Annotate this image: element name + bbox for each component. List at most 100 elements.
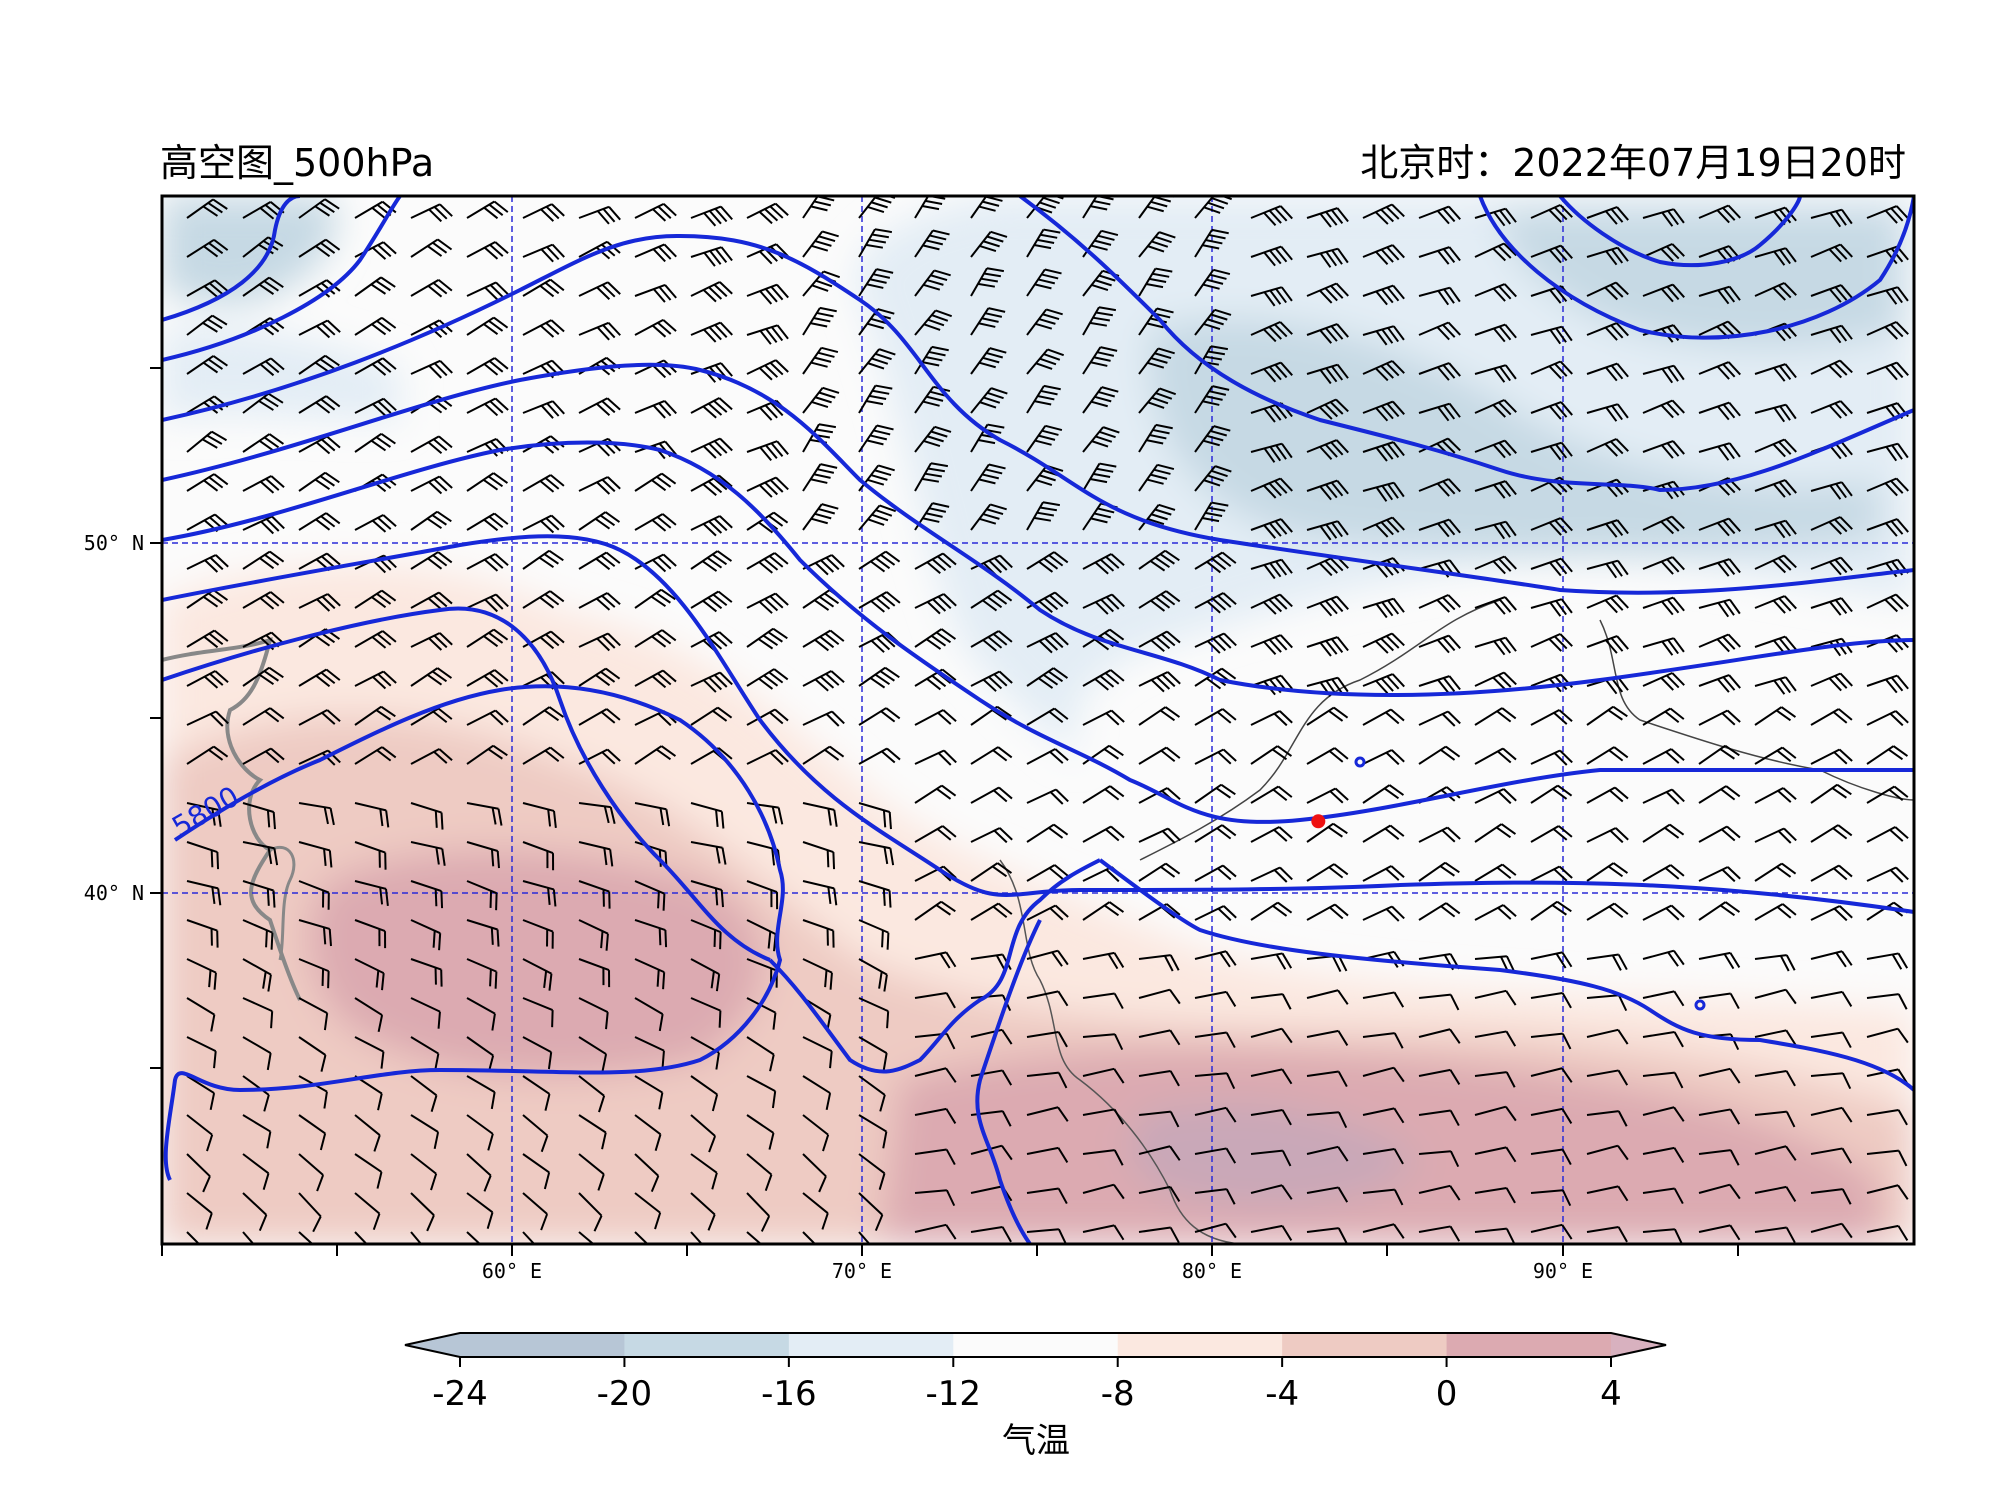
wind-barb: [466, 397, 509, 417]
wind-barb: [298, 198, 340, 219]
wind-barb: [634, 919, 668, 948]
wind-barb: [634, 997, 664, 1032]
wind-barb: [1026, 308, 1063, 336]
wind-barb: [858, 228, 893, 258]
wind-barb: [354, 241, 397, 260]
wind-barb: [186, 355, 228, 375]
wind-barb: [1418, 634, 1461, 654]
wind-barb: [1866, 745, 1909, 765]
wind-barb: [858, 841, 895, 866]
wind-barb: [914, 345, 949, 375]
wind-barb: [1138, 1226, 1180, 1244]
wind-barb: [354, 670, 397, 690]
wind-barb: [298, 749, 341, 766]
wind-barb: [1306, 247, 1349, 268]
wind-barb: [1810, 1188, 1852, 1205]
wind-barb: [1362, 597, 1405, 619]
wind-barb: [522, 958, 553, 991]
wind-barb: [690, 706, 733, 726]
wind-barb: [858, 1231, 881, 1244]
wind-barb: [1530, 401, 1573, 420]
wind-barb: [1810, 481, 1853, 500]
wind-barb: [410, 707, 453, 726]
wind-barb: [242, 357, 285, 377]
wind-barb: [1250, 205, 1293, 227]
wind-barb: [1138, 1110, 1180, 1128]
colorbar-tick-label: -20: [597, 1374, 653, 1414]
wind-barb: [1586, 862, 1629, 882]
y-ticks: [150, 367, 162, 1069]
wind-barb: [914, 628, 957, 650]
colorbar-segment: [1282, 1333, 1448, 1357]
wind-barb: [1306, 207, 1349, 228]
wind-barb: [1362, 991, 1405, 1008]
wind-barb: [858, 707, 901, 726]
wind-barb: [1754, 676, 1797, 695]
wind-barb: [858, 958, 888, 992]
wind-barb: [466, 1075, 496, 1110]
wind-barb: [242, 919, 274, 950]
wind-barb: [1026, 268, 1062, 297]
wind-barb: [1530, 204, 1573, 223]
wind-barb: [1026, 788, 1069, 805]
wind-barb: [578, 919, 609, 951]
wind-barb: [1082, 553, 1125, 575]
wind-barb: [1642, 904, 1685, 921]
wind-barb: [466, 593, 509, 613]
wind-barb: [1810, 1106, 1853, 1123]
wind-barb: [1530, 709, 1573, 726]
wind-barb: [1250, 901, 1293, 921]
wind-barb: [1530, 865, 1573, 882]
wind-barb: [1698, 558, 1741, 577]
wind-barb: [1138, 423, 1173, 453]
wind-barb: [746, 324, 789, 345]
wind-barb: [858, 550, 901, 573]
wind-barb: [1866, 866, 1909, 883]
wind-barb: [1642, 990, 1685, 1007]
wind-barb: [634, 1153, 660, 1193]
wind-barb: [802, 802, 838, 827]
wind-barb: [410, 475, 453, 495]
wind-barb: [1082, 1033, 1124, 1051]
wind-barb: [1754, 363, 1797, 382]
wind-barb: [1754, 1070, 1796, 1087]
wind-barb: [1250, 361, 1293, 383]
wind-barb: [1642, 399, 1685, 419]
wind-barb: [298, 238, 341, 258]
wind-barb: [746, 749, 789, 766]
wind-barb: [1250, 442, 1293, 463]
wind-barb: [298, 1192, 322, 1233]
wind-barb: [690, 515, 733, 537]
wind-barb: [914, 749, 957, 766]
wind-barb: [1810, 990, 1853, 1007]
wind-barb: [242, 1036, 272, 1071]
wind-barb: [802, 629, 845, 652]
wind-barb: [1418, 205, 1461, 225]
wind-barb: [298, 354, 340, 375]
wind-barb: [1754, 554, 1797, 574]
wind-barb: [1362, 360, 1405, 382]
wind-barb: [1474, 555, 1517, 575]
wind-barb: [858, 880, 892, 908]
wind-barb: [1082, 669, 1125, 691]
wind-barb: [242, 276, 284, 297]
wind-barb: [1474, 1105, 1517, 1122]
wind-barb: [1474, 904, 1517, 921]
wind-barb: [1586, 705, 1628, 726]
wind-barb: [1698, 517, 1741, 537]
wind-barb: [1362, 865, 1405, 882]
wind-barb: [1642, 1146, 1685, 1163]
wind-barb: [1082, 825, 1125, 843]
wind-barb: [298, 1114, 327, 1151]
wind-barb: [1082, 1149, 1124, 1166]
wind-barb: [1250, 1184, 1293, 1200]
wind-barb: [970, 902, 1013, 921]
wind-barb: [1138, 549, 1180, 572]
wind-barb: [466, 553, 509, 572]
wind-barb: [634, 1114, 662, 1151]
wind-barb: [1362, 203, 1405, 225]
wind-barb: [634, 1192, 662, 1230]
wind-barb: [1026, 1187, 1068, 1205]
wind-barb: [1810, 1222, 1853, 1239]
wind-barb: [1418, 993, 1460, 1011]
